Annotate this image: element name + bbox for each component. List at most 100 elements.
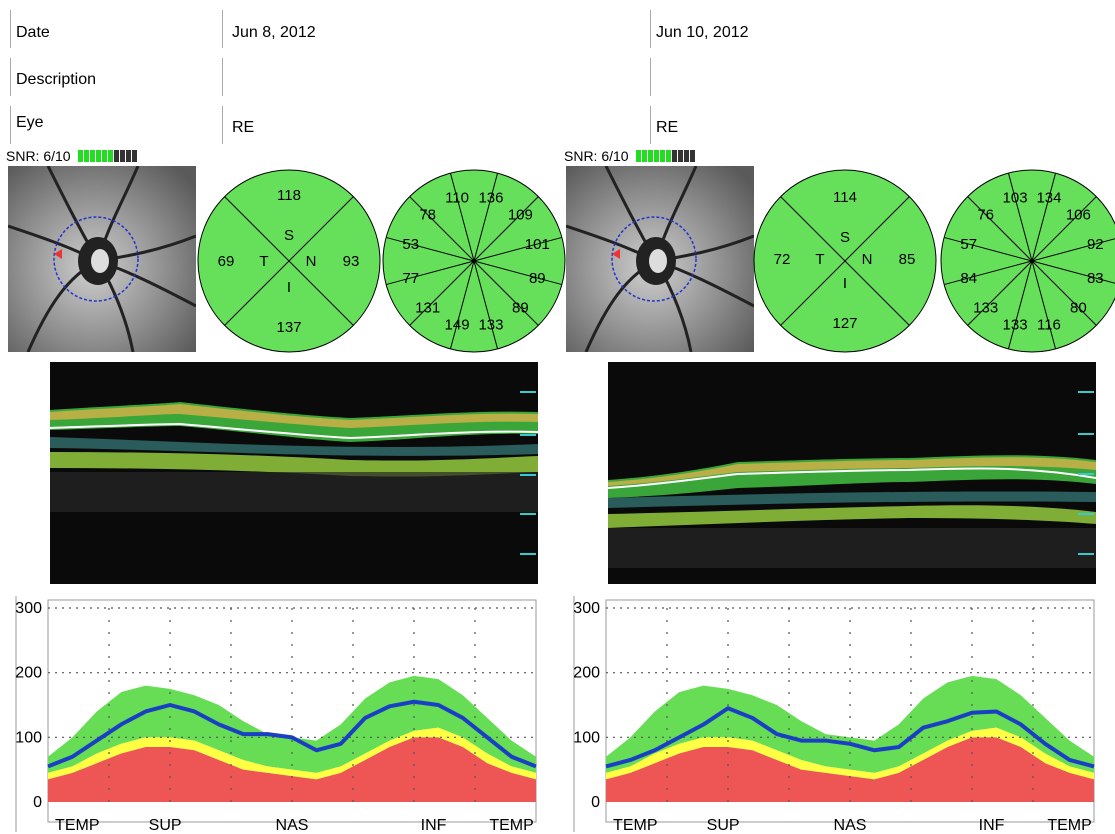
clock-divider	[385, 236, 475, 262]
normal-band	[606, 675, 1094, 773]
sup-value: 118	[277, 187, 301, 204]
snr-segment	[90, 150, 96, 162]
right-quadrant-chart: 114 S 72 T N 85 I 127	[753, 169, 937, 353]
right-eye-value: RE	[656, 119, 679, 136]
snr-segment	[114, 150, 120, 162]
y-tick-label: 300	[15, 600, 42, 617]
clock-divider	[1031, 260, 1057, 350]
clock-hour-value: 89	[512, 299, 529, 316]
x-tick-label: TEMP	[55, 817, 99, 832]
left-tsnit-chart: 300 200 100 0 TEMP SUP NAS INF TEMP	[15, 596, 537, 832]
snr-segment	[672, 150, 678, 162]
x-tick-label: TEMP	[613, 817, 657, 832]
x-tick-label: INF	[979, 817, 1005, 832]
clock-hour-value: 92	[1087, 236, 1104, 253]
inf-value: 127	[832, 315, 857, 332]
snr-segment	[636, 150, 642, 162]
clock-hour-value: 80	[1070, 299, 1087, 316]
clock-hour-value: 149	[445, 316, 470, 333]
clock-divider	[943, 236, 1033, 262]
snr-segment	[102, 150, 108, 162]
x-tick-label: INF	[421, 817, 447, 832]
clock-divider	[409, 196, 475, 262]
left-quadrant-chart: 118 S 69 T N 93 I 137	[197, 169, 381, 353]
clock-divider	[943, 260, 1033, 286]
clock-divider	[1031, 260, 1097, 326]
right-tsnit-chart: 300 200 100 0 TEMP SUP NAS INF TEMP	[573, 596, 1095, 832]
temp-value: 69	[218, 253, 235, 270]
nas-value: 85	[899, 251, 916, 268]
clock-divider	[1031, 172, 1057, 262]
clock-divider	[473, 196, 539, 262]
x-tick-label: TEMP	[489, 817, 533, 832]
eye-label: Eye	[16, 114, 44, 131]
clock-hour-value: 110	[445, 190, 469, 207]
clock-divider	[473, 260, 499, 350]
clock-circle	[940, 169, 1115, 353]
t-label: T	[815, 251, 824, 268]
clock-divider	[449, 172, 475, 262]
rnfl-thickness-line	[47, 699, 537, 769]
right-snr: SNR: 6/10	[564, 148, 696, 164]
y-tick-label: 100	[573, 729, 600, 746]
snr-segment	[666, 150, 672, 162]
clock-hour-value: 57	[960, 236, 977, 253]
x-tick-label: NAS	[834, 817, 867, 832]
clock-divider	[473, 260, 539, 326]
snr-segment	[132, 150, 138, 162]
clock-divider	[1031, 238, 1115, 262]
clock-divider	[1007, 260, 1033, 350]
clock-divider	[473, 236, 563, 262]
left-snr: SNR: 6/10	[6, 148, 138, 164]
description-label: Description	[16, 71, 97, 88]
x-tick-label: SUP	[707, 817, 740, 832]
s-label: S	[840, 229, 850, 246]
clock-hour-value: 89	[529, 270, 546, 287]
left-fundus-image	[8, 166, 196, 352]
temp-value: 72	[774, 251, 791, 268]
snr-segment	[84, 150, 90, 162]
nas-value: 93	[343, 253, 360, 270]
clock-divider	[967, 196, 1033, 262]
snr-segment	[78, 150, 84, 162]
clock-hour-value: 131	[415, 299, 440, 316]
clock-hour-value: 133	[478, 316, 503, 333]
snr-segment	[126, 150, 132, 162]
clock-divider	[385, 260, 475, 286]
y-tick-label: 200	[573, 665, 600, 682]
snr-segment	[96, 150, 102, 162]
clock-divider	[1007, 172, 1033, 262]
clock-hour-value: 84	[960, 270, 977, 287]
x-tick-label: TEMP	[1047, 817, 1091, 832]
y-tick-label: 0	[33, 794, 42, 811]
right-snr-label: SNR: 6/10	[564, 148, 629, 164]
y-tick-label: 100	[15, 729, 42, 746]
snr-segment	[120, 150, 126, 162]
clock-hour-value: 77	[402, 270, 419, 287]
s-label: S	[284, 227, 294, 244]
clock-divider	[967, 260, 1033, 326]
right-oct-bscan	[608, 362, 1096, 584]
left-snr-label: SNR: 6/10	[6, 148, 71, 164]
clock-hour-value: 78	[419, 207, 436, 224]
n-label: N	[306, 253, 317, 270]
left-date-value: Jun 8, 2012	[232, 24, 316, 41]
clock-hour-value: 53	[402, 236, 419, 253]
snr-segment	[678, 150, 684, 162]
n-label: N	[862, 251, 873, 268]
clock-divider	[473, 260, 563, 286]
clock-hour-value: 106	[1066, 207, 1091, 224]
snr-segment	[690, 150, 696, 162]
clock-hour-value: 83	[1087, 270, 1104, 287]
right-snr-bar	[636, 148, 696, 164]
i-label: I	[287, 279, 291, 296]
sup-value: 114	[833, 189, 857, 206]
clock-divider	[1031, 196, 1097, 262]
left-oct-bscan	[50, 362, 538, 584]
i-label: I	[843, 275, 847, 292]
clock-hour-value: 109	[508, 207, 533, 224]
clock-divider	[409, 260, 475, 326]
clock-hour-value: 134	[1036, 190, 1061, 207]
